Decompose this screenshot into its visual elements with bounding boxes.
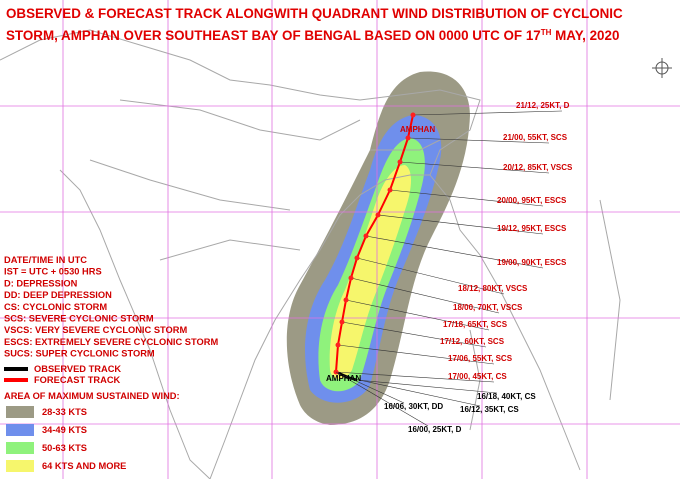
wind-legend-label: 28-33 KTS	[42, 407, 87, 417]
observed-label: 16/18, 40KT, CS	[477, 392, 536, 401]
track-label: 18/12, 80KT, VSCS	[458, 284, 528, 293]
leader-line	[412, 110, 563, 116]
wind-swatch	[6, 424, 34, 436]
zone-64-plus	[329, 165, 412, 379]
track-label: 17/18, 65KT, SCS	[443, 320, 508, 329]
leader-line	[349, 377, 481, 407]
title-part: MAY, 2020	[551, 28, 619, 43]
track-point	[397, 159, 403, 165]
compass	[652, 58, 672, 78]
leader-line	[341, 321, 487, 348]
track-label: 17/06, 55KT, SCS	[448, 354, 513, 363]
track-label: 19/12, 95KT, ESCS	[497, 224, 567, 233]
track-point	[339, 319, 345, 325]
leader-line	[365, 235, 544, 269]
track-point	[343, 297, 349, 303]
track-point	[354, 255, 360, 261]
legend-note: SUCS: SUPER CYCLONIC STORM	[4, 349, 155, 359]
leader-line	[407, 137, 550, 144]
leader-line	[377, 214, 544, 235]
wind-swatch	[6, 460, 34, 472]
observed-label: 16/12, 35KT, CS	[460, 405, 519, 414]
track-label: 21/12, 25KT, D	[516, 101, 570, 110]
leader-line	[342, 374, 405, 404]
storm-name: AMPHAN	[400, 125, 435, 134]
wind-swatch	[6, 442, 34, 454]
legend-note: SCS: SEVERE CYCLONIC STORM	[4, 314, 154, 324]
legend-note: CS: CYCLONIC STORM	[4, 302, 107, 312]
track-point	[405, 135, 411, 141]
land-outlines	[0, 29, 621, 479]
track-label: 17/00, 45KT, CS	[448, 372, 507, 381]
title-sup: TH	[541, 28, 552, 37]
legend-note: DATE/TIME IN UTC	[4, 255, 87, 265]
title-part: STORM, AMPHAN OVER SOUTHEAST BAY OF BENG…	[6, 28, 541, 43]
legend-note: DD: DEEP DEPRESSION	[4, 290, 112, 300]
leader-line	[335, 371, 429, 427]
wind-legend-label: 34-49 KTS	[42, 425, 87, 435]
leader-line	[389, 189, 544, 207]
overlay: 21/12, 25KT, D 21/00, 55KT, SCS 20/12, 85K…	[4, 101, 573, 472]
leader-line	[345, 299, 490, 331]
legend-note: D: DEPRESSION	[4, 278, 78, 288]
leader-line	[337, 344, 495, 365]
wind-cone	[286, 71, 470, 426]
track-label: 21/00, 55KT, SCS	[503, 133, 568, 142]
wind-legend-title: AREA OF MAXIMUM SUSTAINED WIND:	[4, 391, 180, 401]
track-legend-label: OBSERVED TRACK	[34, 364, 121, 374]
track-legend-label: FORECAST TRACK	[34, 375, 121, 385]
title-line1: OBSERVED & FORECAST TRACK ALONGWITH QUAD…	[6, 6, 623, 21]
track-point	[363, 233, 369, 239]
legend-note: IST = UTC + 0530 HRS	[4, 267, 102, 277]
leader-line	[350, 277, 500, 314]
title-line2: STORM, AMPHAN OVER SOUTHEAST BAY OF BENG…	[6, 28, 619, 43]
legend-note: VSCS: VERY SEVERE CYCLONIC STORM	[4, 325, 187, 335]
track-label: 17/12, 60KT, SCS	[440, 337, 505, 346]
wind-swatch	[6, 406, 34, 418]
forecast-track	[335, 114, 414, 373]
leader-line	[335, 371, 495, 383]
wind-legend-label: 50-63 KTS	[42, 443, 87, 453]
track-label: 20/12, 85KT, VSCS	[503, 163, 573, 172]
track-label: 18/00, 70KT, VSCS	[453, 303, 523, 312]
storm-name: AMPHAN	[326, 374, 361, 383]
track-point	[335, 342, 341, 348]
track-point	[387, 187, 393, 193]
track-point	[348, 275, 354, 281]
track-label: 20/00, 95KT, ESCS	[497, 196, 567, 205]
observed-label: 16/06, 30KT, DD	[384, 402, 443, 411]
leader-line	[399, 161, 550, 174]
legend-note: ESCS: EXTREMELY SEVERE CYCLONIC STORM	[4, 337, 218, 347]
leader-line	[356, 257, 505, 295]
observed-label: 16/00, 25KT, D	[408, 425, 462, 434]
track-point	[410, 112, 416, 118]
leader-line	[356, 379, 498, 394]
track-point	[375, 212, 381, 218]
wind-legend-label: 64 KTS AND MORE	[42, 461, 126, 471]
track-label: 19/00, 90KT, ESCS	[497, 258, 567, 267]
